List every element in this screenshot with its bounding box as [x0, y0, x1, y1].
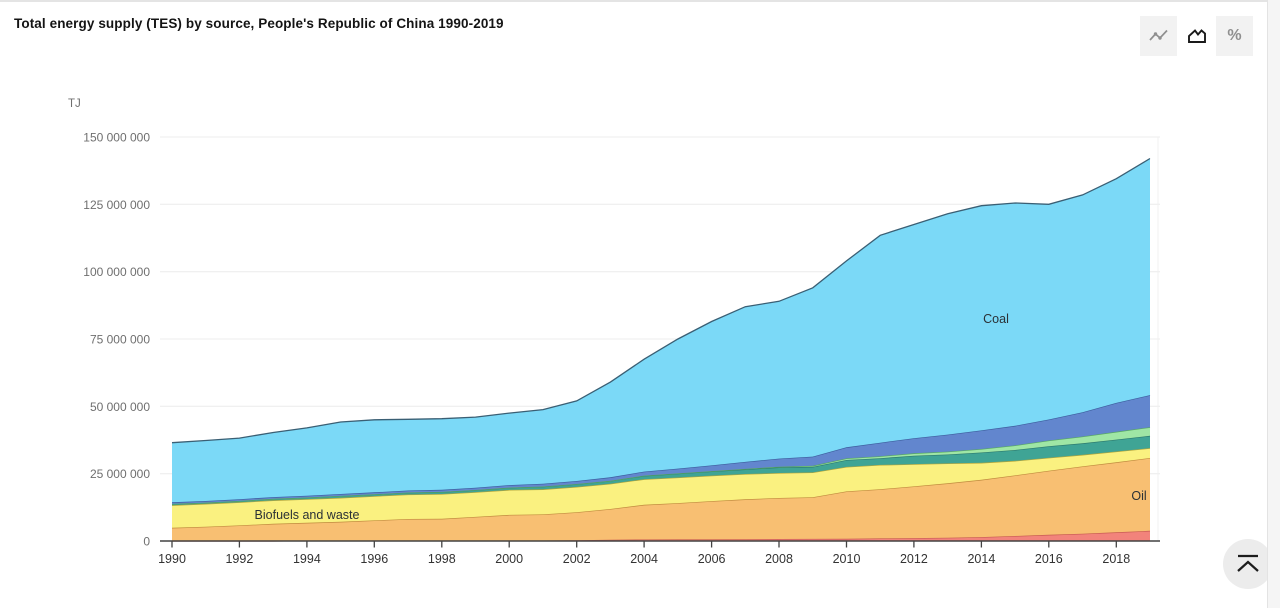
y-tick-label: 150 000 000	[83, 131, 150, 145]
y-tick-label: 100 000 000	[83, 265, 150, 279]
y-tick-label: 75 000 000	[90, 333, 150, 347]
x-tick-label: 1994	[293, 552, 321, 566]
series-label-coal: Coal	[983, 312, 1009, 326]
y-tick-label: 0	[143, 535, 150, 549]
scroll-to-top-icon	[1237, 554, 1259, 572]
y-tick-label: 25 000 000	[90, 467, 150, 481]
x-axis-labels: 1990 1992 1994 1996 1998 2000 2002 2004 2006 2008…	[158, 552, 1130, 566]
percent-toggle[interactable]: %	[1216, 16, 1253, 56]
percent-icon: %	[1227, 27, 1242, 44]
line-chart-toggle[interactable]	[1140, 16, 1177, 56]
x-tick-label: 2014	[967, 552, 995, 566]
x-tick-label: 2016	[1035, 552, 1063, 566]
x-axis	[160, 540, 1160, 548]
x-tick-label: 2004	[630, 552, 658, 566]
area-band-oil[interactable]	[172, 458, 1150, 541]
scroll-to-top-button[interactable]	[1223, 539, 1273, 589]
y-axis-labels: 0 25 000 000 50 000 000 75 000 000 100 000 0…	[83, 131, 150, 549]
series-label-biofuels-and-waste: Biofuels and waste	[255, 508, 360, 522]
area-border	[171, 157, 1151, 444]
x-tick-label: 2008	[765, 552, 793, 566]
series-annotations: Biofuels and waste Coal Oil	[255, 312, 1147, 522]
y-tick-label: 50 000 000	[90, 400, 150, 414]
area-band-biofuels-and-waste[interactable]	[172, 448, 1150, 528]
x-tick-label: 2002	[563, 552, 591, 566]
x-tick-label: 1992	[225, 552, 253, 566]
x-tick-label: 2000	[495, 552, 523, 566]
chart-type-toggle-group: %	[1140, 16, 1254, 56]
line-chart-icon	[1148, 29, 1168, 41]
area-band-natural-gas[interactable]	[172, 395, 1150, 504]
top-border	[0, 0, 1280, 2]
y-axis-unit: TJ	[68, 98, 81, 110]
y-tick-label: 125 000 000	[83, 198, 150, 212]
area-series-group	[171, 157, 1151, 542]
x-tick-label: 1996	[360, 552, 388, 566]
area-chart-icon	[1187, 29, 1206, 43]
area-border	[171, 457, 1151, 529]
chart-title: Total energy supply (TES) by source, Peo…	[14, 16, 504, 31]
area-band-coal[interactable]	[172, 158, 1150, 503]
series-label-oil: Oil	[1131, 489, 1146, 503]
x-tick-label: 2012	[900, 552, 928, 566]
scrollbar-track[interactable]	[1267, 0, 1280, 608]
x-tick-label: 1998	[428, 552, 456, 566]
x-tick-label: 2010	[833, 552, 861, 566]
area-chart-toggle[interactable]	[1178, 16, 1215, 56]
x-tick-label: 1990	[158, 552, 186, 566]
x-tick-label: 2018	[1102, 552, 1130, 566]
x-tick-label: 2006	[698, 552, 726, 566]
